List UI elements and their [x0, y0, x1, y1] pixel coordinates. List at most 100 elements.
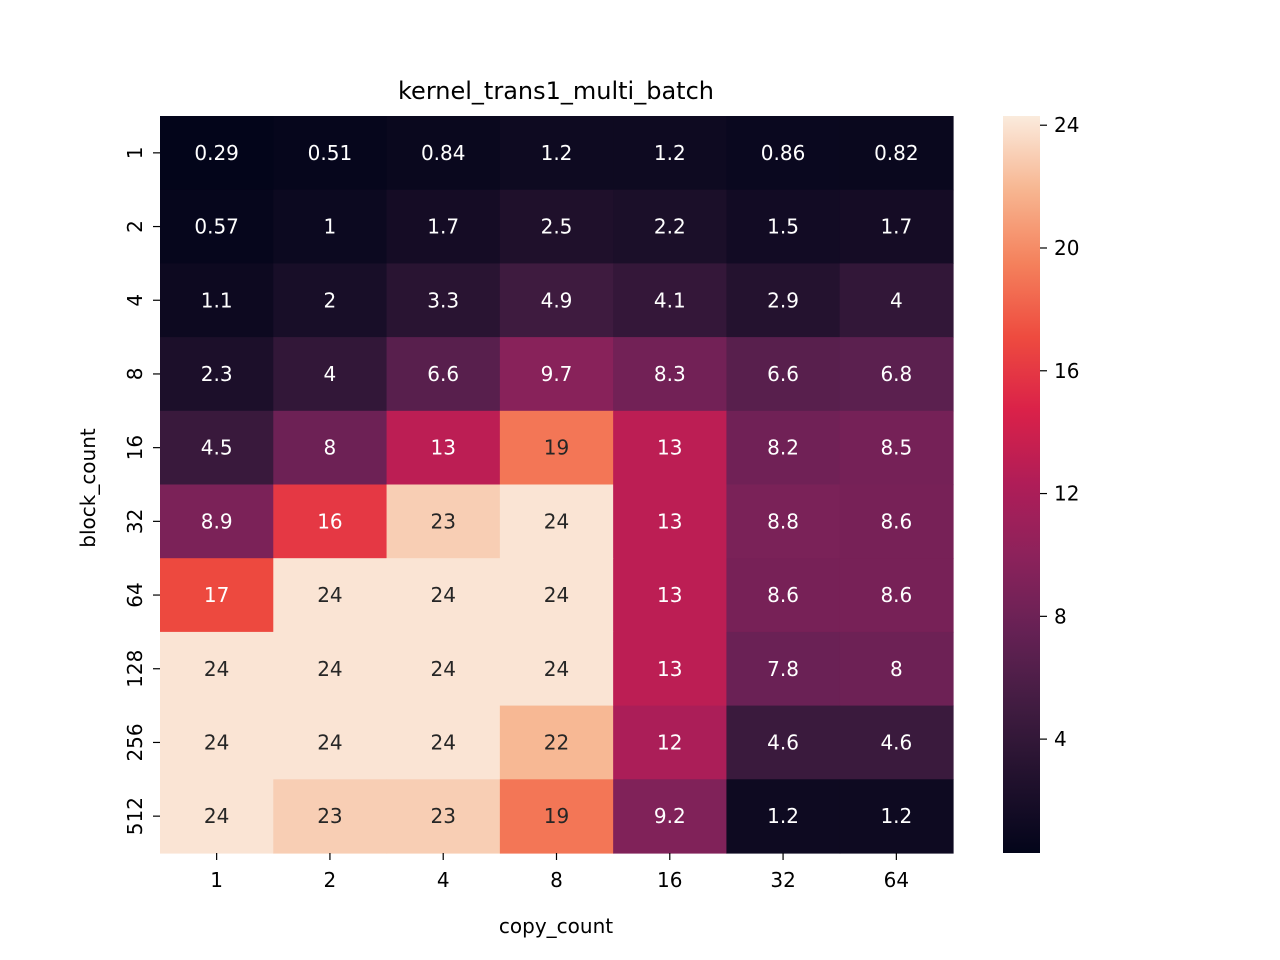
- cell-value-label: 8.6: [767, 583, 799, 607]
- cell-value-label: 1.5: [767, 215, 799, 239]
- cell-value-label: 1.7: [427, 215, 459, 239]
- cell-value-label: 24: [204, 730, 229, 754]
- heatmap-cell: [499, 779, 614, 854]
- heatmap-cell: [160, 558, 274, 633]
- cell-value-label: 1.2: [654, 141, 686, 165]
- cell-value-label: 23: [430, 509, 455, 533]
- cell-value-label: 0.82: [874, 141, 919, 165]
- heatmap-cell: [726, 263, 841, 338]
- cell-value-label: 13: [657, 436, 682, 460]
- heatmap-cell: [273, 558, 388, 633]
- cell-value-label: 0.51: [308, 141, 353, 165]
- cell-value-label: 8.3: [654, 362, 686, 386]
- heatmap-cell: [386, 779, 501, 854]
- y-tick-label: 512: [123, 797, 147, 835]
- cell-value-label: 16: [317, 509, 342, 533]
- heatmap-cell: [613, 189, 728, 264]
- cell-value-label: 24: [544, 657, 569, 681]
- colorbar-tick-label: 4: [1054, 727, 1067, 751]
- heatmap-cell: [499, 410, 614, 486]
- colorbar-tick-label: 16: [1054, 359, 1079, 383]
- heatmap-cell: [613, 263, 728, 338]
- cell-value-label: 8.5: [880, 436, 912, 460]
- heatmap-cell: [273, 337, 388, 412]
- heatmap-cell: [386, 410, 501, 486]
- heatmap-cell: [726, 779, 841, 854]
- cell-value-label: 6.8: [880, 362, 912, 386]
- heatmap-cell: [273, 779, 388, 854]
- colorbar-tick-label: 8: [1054, 604, 1067, 628]
- y-tick-label: 64: [123, 582, 147, 607]
- cell-value-label: 24: [430, 657, 455, 681]
- cell-value-label: 24: [317, 583, 342, 607]
- cell-value-label: 2: [324, 288, 337, 312]
- cell-value-label: 0.57: [194, 215, 239, 239]
- heatmap-cell: [386, 558, 501, 633]
- x-tick-label: 16: [657, 868, 682, 892]
- cell-value-label: 9.2: [654, 804, 686, 828]
- chart-title: kernel_trans1_multi_batch: [398, 77, 714, 105]
- cell-value-label: 6.6: [767, 362, 799, 386]
- heatmap-cell: [386, 484, 501, 559]
- heatmap-cell: [613, 779, 728, 854]
- cell-value-label: 22: [544, 730, 569, 754]
- x-tick-label: 32: [770, 868, 795, 892]
- heatmap-cell: [499, 705, 614, 780]
- heatmap-cell: [613, 116, 728, 191]
- heatmap-cell: [613, 410, 728, 486]
- cell-value-label: 12: [657, 730, 682, 754]
- cell-value-label: 24: [204, 804, 229, 828]
- heatmap-cell: [726, 189, 841, 264]
- heatmap-cell: [386, 116, 501, 191]
- cell-value-label: 17: [204, 583, 229, 607]
- heatmap-cell: [613, 484, 728, 559]
- cell-value-label: 23: [430, 804, 455, 828]
- cell-value-label: 1.1: [201, 288, 233, 312]
- y-tick-label: 2: [123, 220, 147, 233]
- cell-value-label: 4.5: [201, 436, 233, 460]
- heatmap-cell: [273, 484, 388, 559]
- heatmap-cell: [160, 263, 274, 338]
- y-tick-label: 256: [123, 723, 147, 761]
- heatmap-cell: [839, 779, 954, 854]
- y-axis: 1 2 4 8 16 32 64 128 256 512: [123, 146, 160, 835]
- cell-value-label: 6.6: [427, 362, 459, 386]
- cell-value-label: 24: [430, 583, 455, 607]
- cell-value-label: 2.5: [541, 215, 573, 239]
- heatmap-cell: [499, 558, 614, 633]
- y-tick-label: 8: [123, 368, 147, 381]
- heatmap-cell: [160, 705, 274, 780]
- heatmap-cell: [273, 410, 388, 486]
- cell-value-label: 13: [430, 436, 455, 460]
- cell-value-label: 2.9: [767, 288, 799, 312]
- heatmap-cell: [160, 116, 274, 191]
- heatmap-cell: [273, 705, 388, 780]
- heatmap-cell: [726, 337, 841, 412]
- heatmap-cell: [726, 484, 841, 559]
- heatmap-cell: [160, 631, 274, 707]
- y-tick-label: 128: [123, 650, 147, 688]
- cell-value-label: 8: [890, 657, 903, 681]
- cell-value-label: 1.2: [541, 141, 573, 165]
- heatmap-cell: [613, 631, 728, 707]
- heatmap-cell: [160, 189, 274, 264]
- colorbar-tick-label: 24: [1054, 113, 1079, 137]
- heatmap-cell: [499, 484, 614, 559]
- x-axis: 1 2 4 8 16 32 64: [210, 853, 909, 892]
- cell-value-label: 13: [657, 509, 682, 533]
- heatmap-cell: [160, 337, 274, 412]
- cell-value-label: 2.3: [201, 362, 233, 386]
- heatmap-cell: [726, 631, 841, 707]
- cell-value-label: 4.1: [654, 288, 686, 312]
- cell-value-label: 23: [317, 804, 342, 828]
- heatmap-cell: [613, 705, 728, 780]
- heatmap-cells: 0.29 0.51 0.84 1.2 1.2 0.86 0.82 0.57 1 1.7 2.5 2.2…: [160, 116, 954, 854]
- cell-value-label: 24: [317, 730, 342, 754]
- heatmap-cell: [273, 116, 388, 191]
- heatmap-cell: [386, 705, 501, 780]
- heatmap-cell: [273, 189, 388, 264]
- cell-value-label: 13: [657, 583, 682, 607]
- heatmap-cell: [613, 337, 728, 412]
- cell-value-label: 24: [544, 509, 569, 533]
- cell-value-label: 9.7: [541, 362, 573, 386]
